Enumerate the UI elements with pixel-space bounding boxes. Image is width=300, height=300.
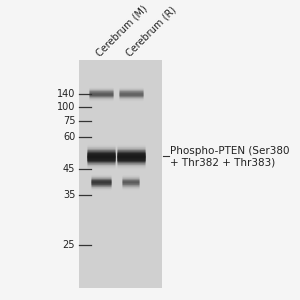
Text: Cerebrum (R): Cerebrum (R): [124, 4, 178, 58]
Text: 60: 60: [63, 132, 75, 142]
Text: Cerebrum (M): Cerebrum (M): [94, 3, 149, 58]
Text: 75: 75: [63, 116, 75, 126]
Text: 100: 100: [57, 101, 75, 112]
Text: + Thr382 + Thr383): + Thr382 + Thr383): [170, 158, 275, 168]
Text: 45: 45: [63, 164, 75, 174]
Bar: [79, 60, 162, 288]
Text: 35: 35: [63, 190, 75, 200]
Text: Phospho-PTEN (Ser380: Phospho-PTEN (Ser380: [170, 146, 289, 156]
Text: 140: 140: [57, 89, 75, 99]
Text: 25: 25: [63, 240, 75, 250]
